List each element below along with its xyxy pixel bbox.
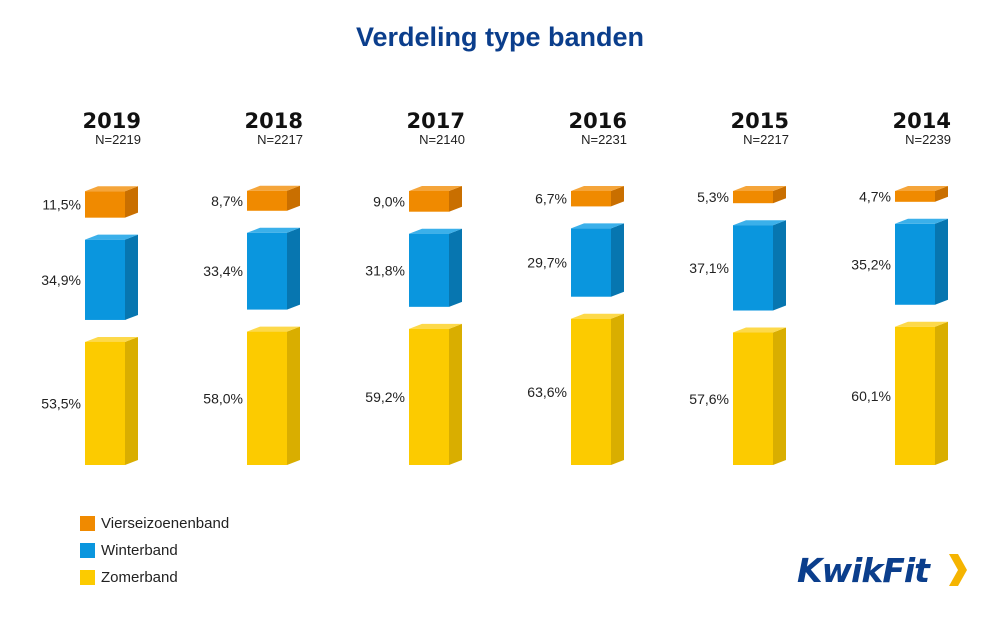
legend-label: Winterband — [101, 542, 178, 559]
bar-side-zomerband — [125, 336, 138, 465]
bar-side-winterband — [935, 218, 948, 305]
bar-zomerband — [733, 332, 773, 465]
value-label-winterband: 35,2% — [851, 256, 891, 272]
value-label-zomerband: 57,6% — [689, 391, 729, 407]
legend: Vierseizoenenband Winterband Zomerband — [80, 510, 229, 591]
value-label-winterband: 37,1% — [689, 260, 729, 276]
bar-zomerband — [409, 328, 449, 465]
bar-top-vierseizoenenband — [571, 186, 624, 191]
bar-winterband — [733, 225, 773, 311]
bar-winterband — [247, 232, 287, 310]
bar-top-zomerband — [571, 313, 624, 319]
value-label-vierseizoenenband: 5,3% — [697, 189, 729, 205]
bar-side-winterband — [287, 227, 300, 310]
bar-vierseizoenenband — [247, 190, 287, 211]
value-label-zomerband: 59,2% — [365, 389, 405, 405]
sample-size-label: N=2217 — [257, 132, 303, 147]
bar-top-vierseizoenenband — [409, 186, 462, 191]
legend-item-winterband: Winterband — [80, 537, 229, 564]
bar-side-vierseizoenenband — [449, 186, 462, 212]
legend-swatch — [80, 516, 95, 531]
bar-top-vierseizoenenband — [247, 185, 300, 191]
bar-side-vierseizoenenband — [125, 186, 138, 218]
bar-top-winterband — [895, 218, 948, 224]
year-label: 2017 — [407, 109, 465, 133]
legend-item-zomerband: Zomerband — [80, 564, 229, 591]
sample-size-label: N=2140 — [419, 132, 465, 147]
sample-size-label: N=2219 — [95, 132, 141, 147]
bar-top-vierseizoenenband — [733, 186, 786, 191]
legend-item-vierseizoenenband: Vierseizoenenband — [80, 510, 229, 537]
bar-vierseizoenenband — [733, 191, 773, 204]
bar-side-vierseizoenenband — [773, 186, 786, 204]
legend-swatch — [80, 570, 95, 585]
year-label: 2018 — [245, 109, 303, 133]
legend-swatch — [80, 543, 95, 558]
bar-side-zomerband — [773, 327, 786, 465]
bar-vierseizoenenband — [85, 191, 125, 218]
bar-zomerband — [85, 341, 125, 465]
value-label-vierseizoenenband: 9,0% — [373, 193, 405, 209]
bar-side-winterband — [125, 234, 138, 320]
bar-top-zomerband — [409, 323, 462, 329]
bar-top-winterband — [733, 220, 786, 226]
sample-size-label: N=2217 — [743, 132, 789, 147]
value-label-winterband: 34,9% — [41, 272, 81, 288]
bar-top-zomerband — [247, 326, 300, 332]
bar-vierseizoenenband — [409, 191, 449, 212]
bar-side-winterband — [611, 223, 624, 297]
bar-winterband — [895, 223, 935, 305]
value-label-vierseizoenenband: 8,7% — [211, 193, 243, 209]
bar-winterband — [409, 233, 449, 307]
bar-top-winterband — [409, 228, 462, 234]
bar-top-winterband — [247, 227, 300, 233]
year-label: 2015 — [731, 109, 789, 133]
value-label-zomerband: 60,1% — [851, 388, 891, 404]
bar-top-zomerband — [895, 321, 948, 327]
bar-side-winterband — [773, 220, 786, 311]
bar-side-vierseizoenenband — [287, 185, 300, 211]
value-label-vierseizoenenband: 4,7% — [859, 188, 891, 204]
bar-side-vierseizoenenband — [935, 186, 948, 202]
year-label: 2014 — [893, 109, 951, 133]
value-label-winterband: 31,8% — [365, 262, 405, 278]
bar-vierseizoenenband — [571, 191, 611, 207]
bar-top-zomerband — [733, 327, 786, 333]
bar-zomerband — [895, 326, 935, 465]
bar-side-vierseizoenenband — [611, 186, 624, 207]
bar-top-winterband — [571, 223, 624, 229]
bar-zomerband — [247, 331, 287, 465]
value-label-zomerband: 63,6% — [527, 384, 567, 400]
chart-title: Verdeling type banden — [355, 22, 645, 52]
bar-side-zomerband — [935, 321, 948, 465]
bar-winterband — [571, 228, 611, 297]
logo-chevron-icon — [949, 554, 967, 586]
sample-size-label: N=2231 — [581, 132, 627, 147]
value-label-zomerband: 58,0% — [203, 390, 243, 406]
bar-side-zomerband — [287, 326, 300, 465]
bar-top-vierseizoenenband — [85, 186, 138, 192]
legend-label: Zomerband — [101, 569, 178, 586]
bar-top-winterband — [85, 234, 138, 240]
value-label-vierseizoenenband: 6,7% — [535, 191, 567, 207]
bar-top-zomerband — [85, 336, 138, 342]
value-label-vierseizoenenband: 11,5% — [42, 196, 81, 212]
bar-side-winterband — [449, 228, 462, 307]
year-label: 2019 — [83, 109, 141, 133]
value-label-winterband: 29,7% — [527, 255, 567, 271]
legend-label: Vierseizoenenband — [101, 515, 230, 532]
bar-top-vierseizoenenband — [895, 186, 948, 191]
logo-wordmark: KwikFit — [797, 551, 931, 590]
bar-winterband — [85, 239, 125, 320]
sample-size-label: N=2239 — [905, 132, 951, 147]
value-label-zomerband: 53,5% — [41, 395, 81, 411]
year-label: 2016 — [569, 109, 627, 133]
value-label-winterband: 33,4% — [203, 263, 243, 279]
bar-side-zomerband — [449, 323, 462, 465]
kwikfit-logo: KwikFit — [797, 551, 967, 590]
bar-side-zomerband — [611, 313, 624, 465]
bar-vierseizoenenband — [895, 191, 935, 202]
bar-zomerband — [571, 318, 611, 465]
